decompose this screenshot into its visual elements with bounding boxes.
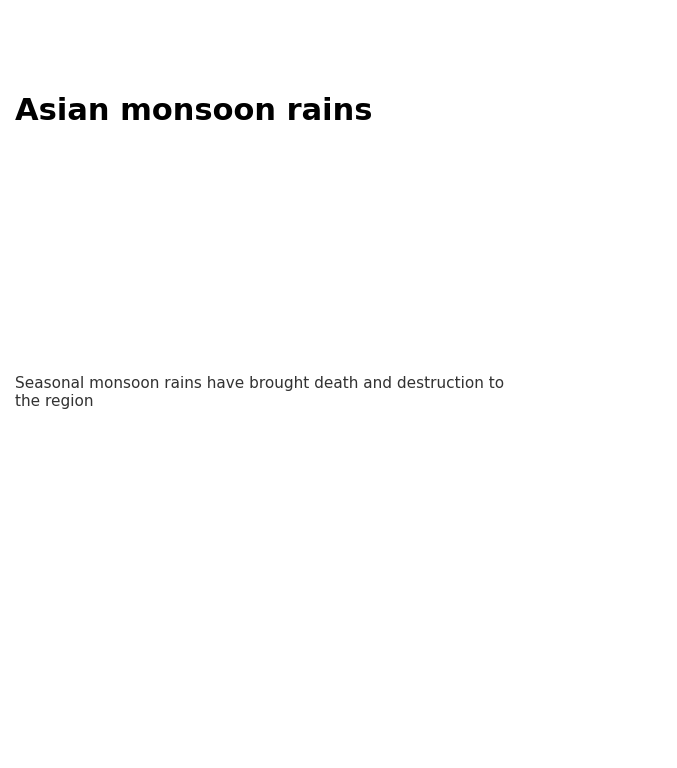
Text: Seasonal monsoon rains have brought death and destruction to
the region: Seasonal monsoon rains have brought deat… (15, 376, 504, 409)
Text: Asian monsoon rains: Asian monsoon rains (15, 98, 372, 127)
